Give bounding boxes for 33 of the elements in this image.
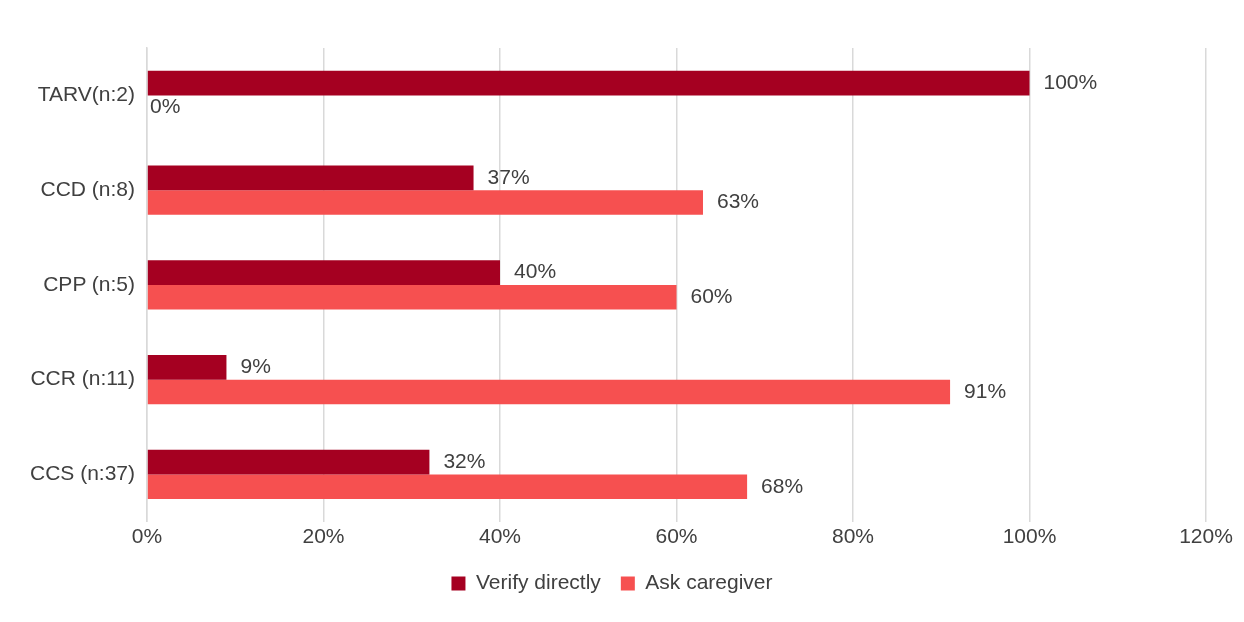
y-tick-label: TARV(n:2): [37, 82, 136, 106]
bar: [147, 190, 703, 215]
y-tick-label: CPP (n:5): [43, 271, 136, 295]
bar: [147, 284, 677, 310]
data-label: 40%: [514, 259, 557, 283]
bar: [147, 70, 1030, 96]
y-tick-label: CCR (n:11): [30, 366, 136, 390]
data-label: 100%: [1043, 69, 1098, 93]
bar: [147, 355, 227, 380]
data-label: 91%: [964, 378, 1007, 402]
data-label: 68%: [761, 473, 804, 497]
bar: [147, 260, 501, 285]
data-label: 60%: [690, 284, 733, 308]
x-tick-label: 120%: [1179, 524, 1233, 548]
x-tick-label: 40%: [479, 524, 522, 548]
data-label: 63%: [716, 189, 760, 213]
x-tick-label: 60%: [655, 524, 698, 548]
data-label: 32%: [443, 448, 486, 472]
legend-label: Ask caregiver: [645, 570, 773, 594]
legend-label: Verify directly: [475, 570, 602, 594]
data-label: 0%: [150, 94, 181, 118]
bar: [147, 474, 748, 500]
x-tick-label: 0%: [131, 524, 163, 548]
data-label: 37%: [487, 164, 530, 188]
y-tick-label: CCD (n:8): [40, 176, 136, 200]
data-label: 9%: [240, 354, 271, 378]
x-tick-label: 80%: [831, 524, 875, 548]
y-tick-label: CCS (n:37): [30, 461, 136, 485]
x-tick-label: 100%: [1002, 524, 1057, 548]
bar: [147, 449, 430, 475]
x-tick-label: 20%: [302, 524, 345, 548]
bar: [147, 165, 474, 191]
bar: [147, 379, 951, 405]
